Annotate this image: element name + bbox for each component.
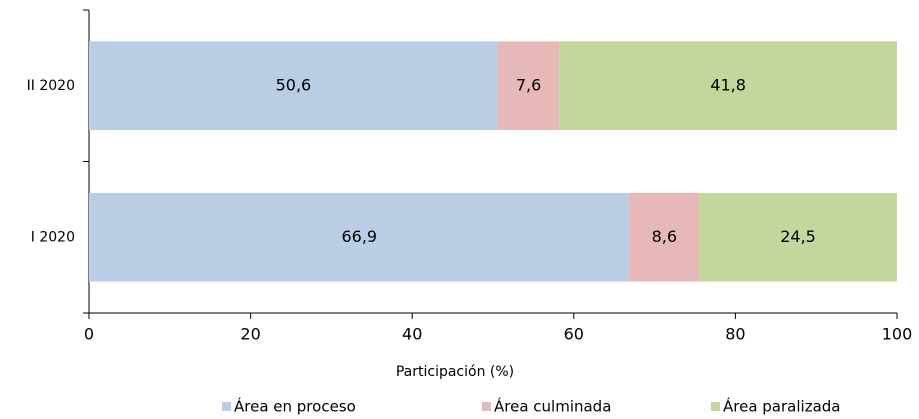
bar-segment (559, 41, 897, 131)
x-tick-label: 40 (402, 325, 422, 344)
x-tick-label: 100 (882, 325, 913, 344)
legend-swatch (222, 402, 231, 411)
bar-segment (629, 192, 700, 282)
data-label: 7,6 (516, 75, 541, 94)
legend-label: Área en proceso (234, 397, 356, 416)
bar-segment (699, 192, 897, 282)
legend-swatch (482, 402, 491, 411)
x-axis-label: Participación (%) (396, 364, 514, 380)
legend-label: Área culminada (494, 397, 611, 416)
x-tick-label: 20 (240, 325, 260, 344)
y-tick-label: II 2020 (27, 78, 75, 94)
data-label: 8,6 (652, 227, 677, 246)
legend-label: Área paralizada (723, 397, 840, 416)
data-label: 50,6 (276, 75, 312, 94)
x-tick-label: 80 (725, 325, 745, 344)
bar-segment (497, 41, 560, 131)
bar-segment (89, 41, 498, 131)
data-label: 41,8 (710, 75, 746, 94)
data-label: 24,5 (780, 227, 816, 246)
y-tick-label: I 2020 (31, 229, 75, 245)
legend-swatch (711, 402, 720, 411)
bar-segment (89, 192, 630, 282)
x-tick-label: 0 (84, 325, 94, 344)
data-label: 66,9 (341, 227, 377, 246)
x-tick-label: 60 (564, 325, 584, 344)
